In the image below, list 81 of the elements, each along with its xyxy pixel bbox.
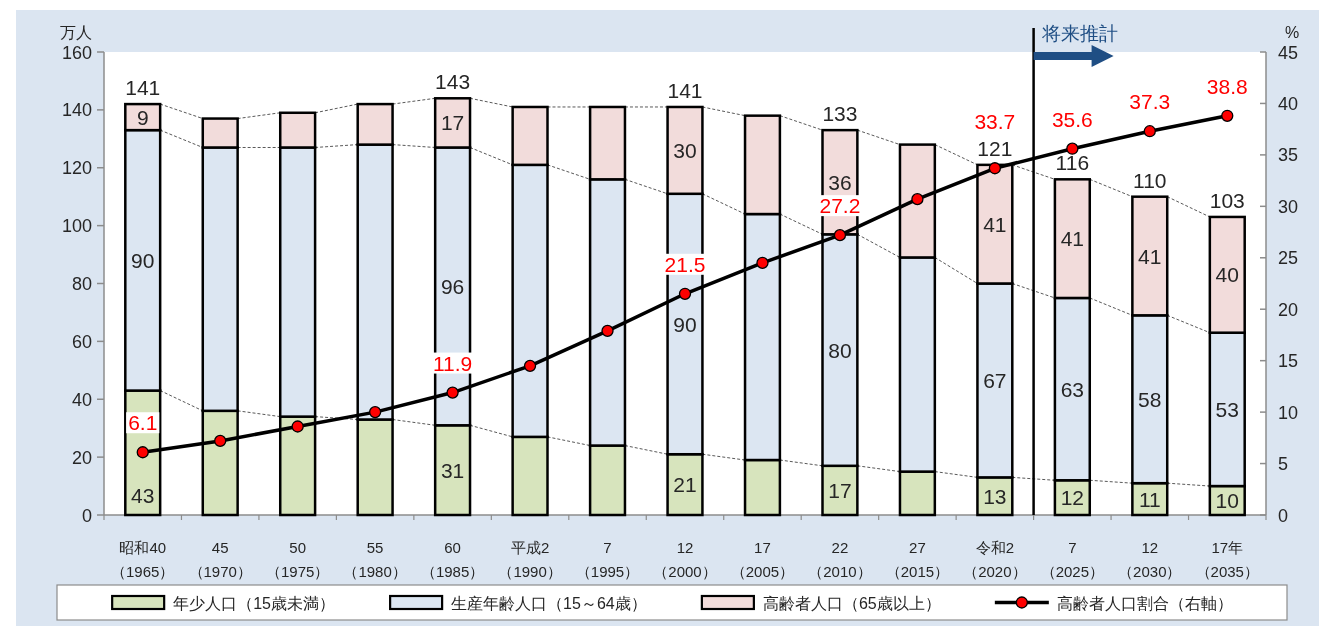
- y2-tick-label: 25: [1278, 248, 1299, 269]
- data-label: 6.1: [128, 411, 158, 435]
- data-label: 58: [1138, 387, 1162, 411]
- total-label: 141: [667, 78, 703, 102]
- x-tick-label: 令和2（2020）: [963, 539, 1027, 580]
- data-label: 36: [828, 170, 852, 194]
- data-label: 38.8: [1206, 74, 1248, 98]
- data-label: 21: [673, 473, 697, 497]
- x-tick-label: 7（1995）: [575, 539, 640, 580]
- data-label: 67: [983, 368, 1007, 392]
- total-label: 141: [125, 76, 161, 100]
- y-tick-label: 60: [71, 331, 92, 352]
- data-label: 41: [1138, 244, 1162, 268]
- y2-tick-label: 20: [1278, 299, 1299, 320]
- total-label: 121: [977, 136, 1013, 160]
- legend-label: 年少人口（15歳未満）: [173, 594, 335, 612]
- data-label: 90: [131, 248, 155, 272]
- y-tick-label: 0: [81, 505, 92, 526]
- data-label: 12: [1060, 486, 1085, 510]
- data-label: 37.3: [1129, 90, 1171, 114]
- data-label: 43: [131, 484, 155, 507]
- x-tick-label: 45（1970）: [188, 539, 252, 580]
- data-label: 41: [983, 212, 1007, 236]
- x-tick-label: 17年（2035）: [1195, 539, 1259, 580]
- data-label: 35.6: [1051, 107, 1093, 131]
- data-label: 10: [1215, 489, 1239, 513]
- x-tick-label: 50（1975）: [265, 539, 330, 580]
- x-tick-label: 7（2025）: [1040, 539, 1105, 580]
- y2-tick-label: 15: [1278, 351, 1299, 372]
- x-tick-label: 12（2030）: [1118, 539, 1182, 580]
- y2-tick-label: 0: [1278, 505, 1289, 526]
- data-label: 96: [440, 274, 465, 298]
- x-tick-label: 12（2000）: [653, 539, 717, 580]
- data-label: 31: [440, 458, 465, 482]
- x-tick-label: 60（1985）: [420, 539, 485, 580]
- legend-label: 高齢者人口割合（右軸）: [1056, 594, 1233, 612]
- data-label: 53: [1215, 397, 1239, 421]
- data-label: 21.5: [664, 252, 706, 276]
- y2-tick-label: 5: [1278, 454, 1289, 475]
- data-label: 11.9: [432, 351, 473, 375]
- y-tick-label: 80: [71, 274, 92, 294]
- y-tick-label: 160: [61, 42, 92, 63]
- y-tick-label: 120: [61, 158, 92, 179]
- x-tick-label: 22（2010）: [808, 539, 872, 580]
- data-label: 11: [1138, 487, 1161, 511]
- legend-label: 高齢者人口（65歳以上）: [762, 594, 941, 612]
- data-label: 17: [828, 478, 852, 502]
- y2-tick-label: 45: [1278, 42, 1299, 63]
- data-label: 63: [1060, 377, 1085, 401]
- y-tick-label: 40: [71, 389, 92, 410]
- data-label: 30: [673, 138, 697, 162]
- y-axis-title: 万人: [60, 24, 92, 41]
- x-tick-label: 27（2015）: [885, 539, 950, 580]
- y2-tick-label: 10: [1278, 402, 1299, 423]
- data-label: 80: [828, 338, 852, 362]
- total-label: 133: [822, 102, 858, 126]
- legend-label: 生産年齢人口（15～64歳）: [451, 594, 647, 612]
- y2-tick-label: 35: [1278, 145, 1299, 166]
- y-tick-label: 100: [61, 216, 92, 237]
- y-tick-label: 20: [71, 447, 92, 468]
- total-label: 143: [435, 70, 471, 94]
- y2-axis-title: %: [1284, 24, 1300, 41]
- x-tick-label: 17（2005）: [730, 539, 795, 580]
- y2-tick-label: 30: [1278, 196, 1299, 217]
- x-tick-label: 平成2（1990）: [498, 539, 562, 580]
- data-label: 27.2: [819, 194, 861, 218]
- data-label: 9: [136, 105, 149, 129]
- x-tick-label: 55（1980）: [343, 539, 407, 580]
- data-label: 13: [983, 484, 1007, 508]
- data-label: 90: [673, 312, 697, 336]
- x-tick-label: 昭和40（1965）: [111, 539, 175, 580]
- y-tick-label: 140: [61, 100, 92, 121]
- total-label: 110: [1133, 168, 1167, 192]
- total-label: 103: [1209, 188, 1245, 212]
- y2-tick-label: 40: [1278, 93, 1299, 114]
- data-label: 41: [1060, 227, 1085, 251]
- data-label: 40: [1215, 263, 1239, 287]
- total-label: 116: [1055, 151, 1090, 175]
- data-label: 17: [440, 111, 465, 135]
- data-label: 33.7: [974, 109, 1016, 133]
- text: 将来推計: [1040, 23, 1118, 44]
